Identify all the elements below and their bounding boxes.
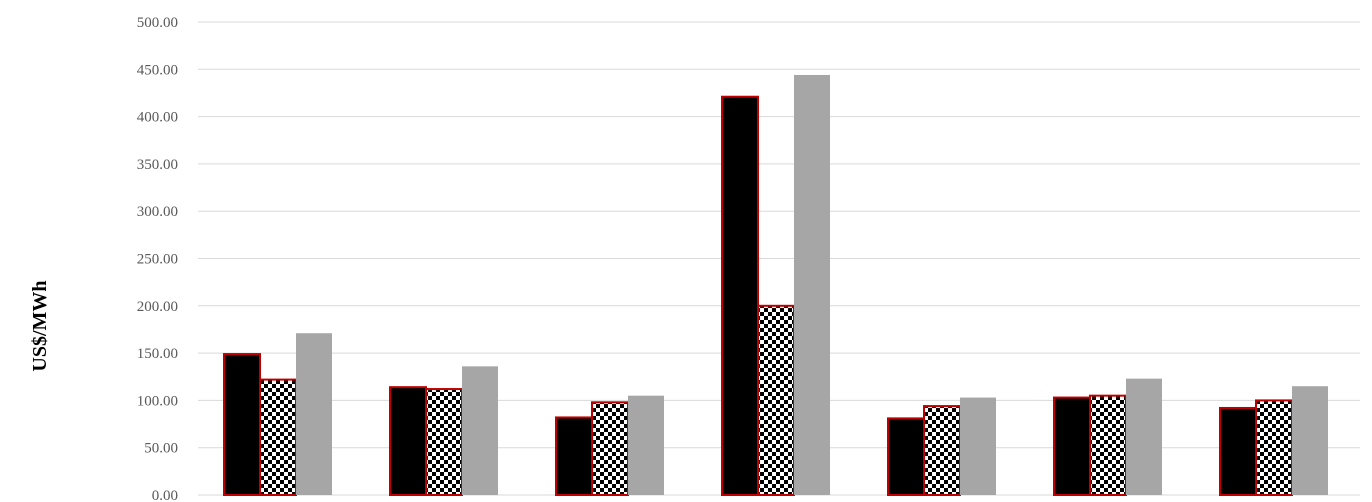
y-tick-label: 400.00: [137, 110, 178, 126]
y-tick-label: 250.00: [137, 252, 178, 268]
bar-series-1-group-3: [555, 416, 593, 497]
bar-series-1-group-2: [389, 386, 427, 497]
bar-series-3-group-5: [960, 397, 996, 495]
bar-series-1-group-5: [887, 417, 925, 496]
bar-series-2-group-5: [923, 405, 961, 496]
bar-series-3-group-7: [1292, 386, 1328, 495]
bar-series-3-group-6: [1126, 378, 1162, 495]
bar-series-1-group-4: [721, 95, 759, 496]
bar-series-2-group-1: [259, 378, 297, 497]
y-tick-label: 300.00: [137, 204, 178, 220]
y-tick-label: 200.00: [137, 299, 178, 315]
bar-series-2-group-2: [425, 388, 463, 497]
bar-series-3-group-3: [628, 395, 664, 495]
y-tick-label: 350.00: [137, 157, 178, 173]
bar-series-2-group-6: [1089, 394, 1127, 497]
bars: [223, 74, 1328, 497]
y-tick-label: 100.00: [137, 393, 178, 409]
bar-series-1-group-7: [1219, 406, 1257, 496]
bar-series-1-group-6: [1053, 396, 1091, 497]
bar-series-2-group-7: [1255, 399, 1293, 496]
y-tick-label: 50.00: [144, 441, 178, 457]
bar-series-3-group-2: [462, 366, 498, 495]
y-tick-label: 500.00: [137, 15, 178, 31]
y-axis-label: US$/MWh: [29, 280, 51, 371]
y-axis-ticks: 0.00 50.00 100.00 150.00 200.00 250.00 300.00 3…: [137, 15, 178, 502]
y-tick-label: 0.00: [152, 488, 178, 502]
bar-series-3-group-1: [296, 333, 332, 495]
bar-series-2-group-4: [757, 304, 795, 496]
y-tick-label: 450.00: [137, 62, 178, 78]
bar-series-3-group-4: [794, 74, 830, 495]
y-tick-label: 150.00: [137, 346, 178, 362]
bar-series-1-group-1: [223, 353, 261, 496]
bar-series-2-group-3: [591, 401, 629, 496]
